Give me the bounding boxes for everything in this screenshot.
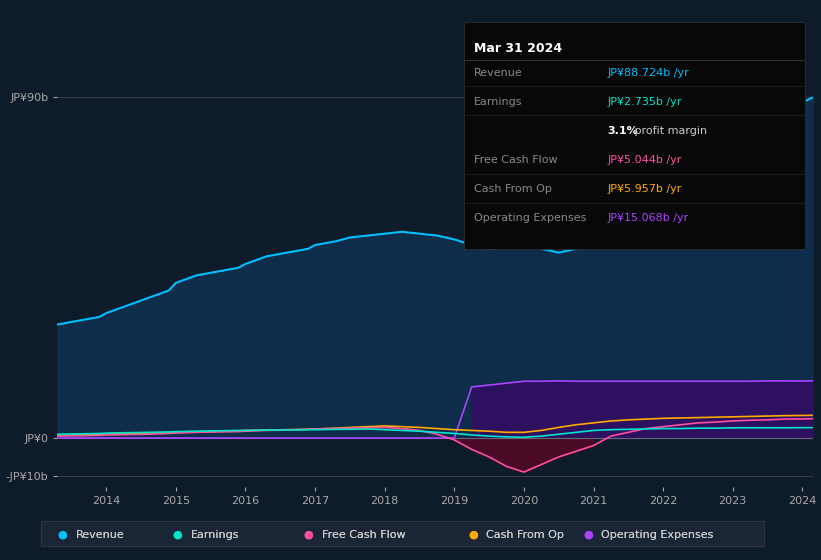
Text: Mar 31 2024: Mar 31 2024 — [474, 42, 562, 55]
Text: JP¥15.068b /yr: JP¥15.068b /yr — [608, 213, 689, 223]
Text: JP¥5.044b /yr: JP¥5.044b /yr — [608, 155, 682, 165]
Text: Free Cash Flow: Free Cash Flow — [474, 155, 557, 165]
Text: Earnings: Earnings — [474, 97, 522, 107]
Text: ●: ● — [57, 530, 67, 540]
Text: ●: ● — [304, 530, 314, 540]
Text: ●: ● — [172, 530, 182, 540]
Text: Cash From Op: Cash From Op — [486, 530, 564, 540]
Text: Operating Expenses: Operating Expenses — [601, 530, 713, 540]
Text: 3.1%: 3.1% — [608, 126, 638, 136]
Text: Free Cash Flow: Free Cash Flow — [322, 530, 406, 540]
Text: Revenue: Revenue — [474, 68, 522, 78]
Text: ●: ● — [583, 530, 593, 540]
Text: ●: ● — [57, 530, 67, 540]
Text: ●: ● — [304, 530, 314, 540]
Text: ●: ● — [468, 530, 478, 540]
Text: Earnings: Earnings — [190, 530, 239, 540]
Text: Earnings: Earnings — [190, 530, 239, 540]
Text: Revenue: Revenue — [76, 530, 124, 540]
Text: JP¥88.724b /yr: JP¥88.724b /yr — [608, 68, 690, 78]
Text: Operating Expenses: Operating Expenses — [474, 213, 586, 223]
Text: Free Cash Flow: Free Cash Flow — [322, 530, 406, 540]
Text: JP¥5.957b /yr: JP¥5.957b /yr — [608, 184, 682, 194]
Text: ●: ● — [583, 530, 593, 540]
Text: Cash From Op: Cash From Op — [486, 530, 564, 540]
Text: JP¥2.735b /yr: JP¥2.735b /yr — [608, 97, 682, 107]
Text: Operating Expenses: Operating Expenses — [601, 530, 713, 540]
Text: Cash From Op: Cash From Op — [474, 184, 552, 194]
Text: ●: ● — [172, 530, 182, 540]
Text: ●: ● — [468, 530, 478, 540]
Text: profit margin: profit margin — [631, 126, 707, 136]
Text: Revenue: Revenue — [76, 530, 124, 540]
